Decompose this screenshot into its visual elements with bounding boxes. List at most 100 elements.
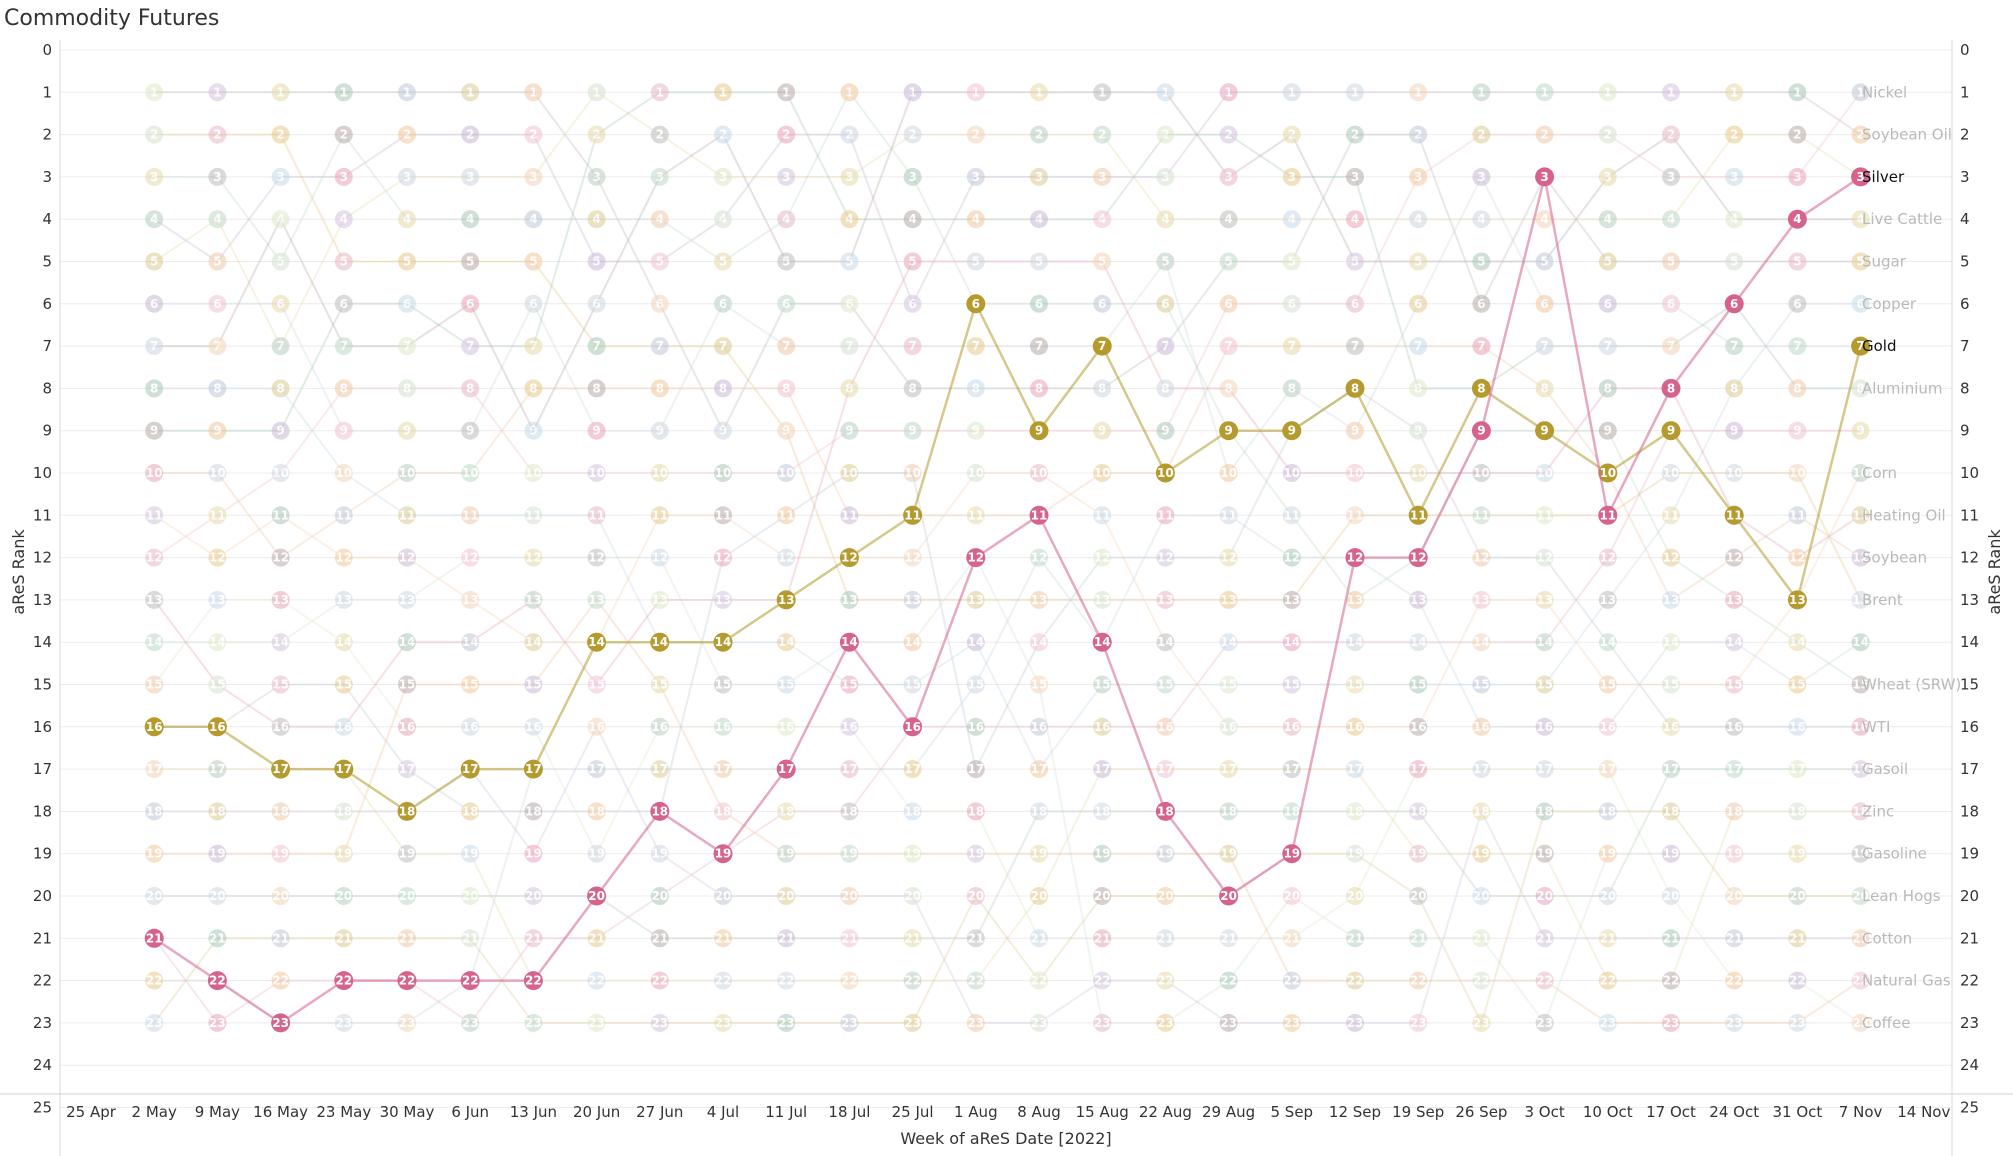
svg-text:13: 13 — [588, 593, 605, 607]
svg-text:10: 10 — [1473, 466, 1490, 480]
svg-text:13: 13 — [399, 593, 416, 607]
svg-text:23: 23 — [1852, 1016, 1869, 1030]
series-marker-gold: 14 — [650, 632, 670, 652]
background-marker: 20 — [1093, 887, 1112, 905]
svg-text:2: 2 — [1161, 128, 1169, 142]
svg-text:22: 22 — [1726, 974, 1743, 988]
svg-text:20: 20 — [841, 889, 858, 903]
svg-text:17: 17 — [904, 762, 921, 776]
background-marker: 9 — [1598, 421, 1617, 440]
background-marker: 2 — [966, 125, 985, 144]
svg-text:7: 7 — [1414, 339, 1422, 353]
background-marker: 15 — [1725, 675, 1744, 694]
background-marker: 4 — [1598, 210, 1617, 229]
svg-text:14: 14 — [1220, 635, 1237, 649]
background-marker: 15 — [840, 675, 859, 694]
background-series-line — [154, 768, 1861, 940]
svg-text:14: 14 — [1157, 635, 1174, 649]
background-marker: 14 — [966, 633, 985, 652]
background-marker: 3 — [334, 167, 353, 186]
background-marker: 23 — [461, 1013, 480, 1032]
background-marker: 18 — [1535, 802, 1554, 821]
svg-text:23: 23 — [1663, 1016, 1680, 1030]
background-marker: 20 — [1030, 887, 1048, 905]
background-marker: 3 — [1472, 167, 1491, 186]
background-marker: 19 — [1662, 844, 1680, 863]
background-marker: 2 — [1219, 125, 1238, 144]
background-marker: 15 — [1409, 675, 1428, 694]
svg-text:13: 13 — [841, 593, 858, 607]
svg-text:3: 3 — [340, 170, 348, 184]
svg-text:14: 14 — [1852, 635, 1869, 649]
y-tick-left: 2 — [42, 126, 52, 144]
svg-text:11: 11 — [1157, 508, 1174, 522]
svg-text:13: 13 — [1726, 593, 1743, 607]
svg-text:12: 12 — [209, 551, 226, 565]
svg-text:23: 23 — [1536, 1016, 1553, 1030]
background-marker: 18 — [1662, 802, 1680, 821]
background-marker: 12 — [1093, 548, 1112, 567]
svg-text:10: 10 — [1031, 466, 1048, 480]
background-marker: 16 — [1851, 717, 1870, 736]
y-tick-right: 18 — [1960, 802, 1979, 820]
series-marker-silver: 23 — [271, 1013, 291, 1033]
background-marker: 2 — [334, 125, 353, 144]
background-marker: 3 — [398, 167, 416, 186]
background-marker: 9 — [1851, 421, 1870, 440]
svg-text:21: 21 — [1663, 931, 1680, 945]
svg-text:18: 18 — [1094, 804, 1111, 818]
background-marker: 19 — [145, 844, 164, 863]
background-marker: 1 — [1030, 83, 1048, 102]
y-tick-right: 25 — [1960, 1099, 1979, 1117]
y-tick-left: 16 — [33, 718, 52, 736]
background-marker: 23 — [650, 1013, 669, 1032]
svg-text:10: 10 — [1410, 466, 1427, 480]
background-series-line — [153, 91, 1862, 307]
svg-text:23: 23 — [904, 1016, 921, 1030]
background-marker: 5 — [1282, 252, 1301, 271]
background-marker: 9 — [271, 421, 290, 440]
y-tick-left: 18 — [33, 802, 52, 820]
svg-text:2: 2 — [213, 128, 221, 142]
background-marker: 20 — [714, 887, 732, 905]
svg-text:7: 7 — [1730, 339, 1738, 353]
background-marker: 4 — [966, 210, 985, 229]
background-marker: 13 — [1030, 590, 1048, 609]
background-marker: 4 — [714, 210, 732, 229]
svg-text:10: 10 — [967, 466, 984, 480]
background-marker: 15 — [1030, 675, 1048, 694]
x-tick-label: 8 Aug — [1017, 1103, 1061, 1121]
background-marker: 10 — [650, 464, 669, 482]
svg-text:14: 14 — [651, 635, 668, 649]
svg-text:8: 8 — [1414, 381, 1422, 395]
background-marker: 23 — [145, 1013, 164, 1032]
series-marker-gold: 17 — [334, 759, 354, 779]
background-marker: 7 — [524, 337, 543, 356]
background-marker: 18 — [1788, 802, 1807, 821]
background-marker: 5 — [1725, 252, 1744, 271]
svg-text:7: 7 — [1161, 339, 1169, 353]
background-marker: 17 — [1725, 760, 1744, 779]
background-marker: 8 — [1535, 379, 1554, 398]
svg-text:21: 21 — [1157, 931, 1174, 945]
background-marker: 17 — [1156, 760, 1175, 779]
svg-text:6: 6 — [845, 297, 853, 311]
background-marker: 16 — [650, 717, 669, 736]
svg-text:3: 3 — [529, 170, 537, 184]
svg-text:9: 9 — [1224, 424, 1232, 438]
background-marker: 18 — [271, 802, 290, 821]
background-marker: 17 — [1219, 760, 1238, 779]
background-marker: 17 — [1346, 760, 1364, 779]
svg-text:19: 19 — [335, 847, 352, 861]
background-marker: 20 — [903, 887, 922, 905]
svg-text:3: 3 — [1604, 170, 1612, 184]
background-series-line — [153, 91, 1862, 559]
svg-text:16: 16 — [1852, 720, 1869, 734]
background-marker: 3 — [1598, 167, 1617, 186]
background-marker: 2 — [1093, 125, 1112, 144]
svg-text:5: 5 — [782, 255, 790, 269]
svg-text:21: 21 — [967, 931, 984, 945]
background-marker: 12 — [650, 548, 669, 567]
x-tick-label: 11 Jul — [765, 1103, 807, 1121]
y-tick-left: 19 — [33, 845, 52, 863]
